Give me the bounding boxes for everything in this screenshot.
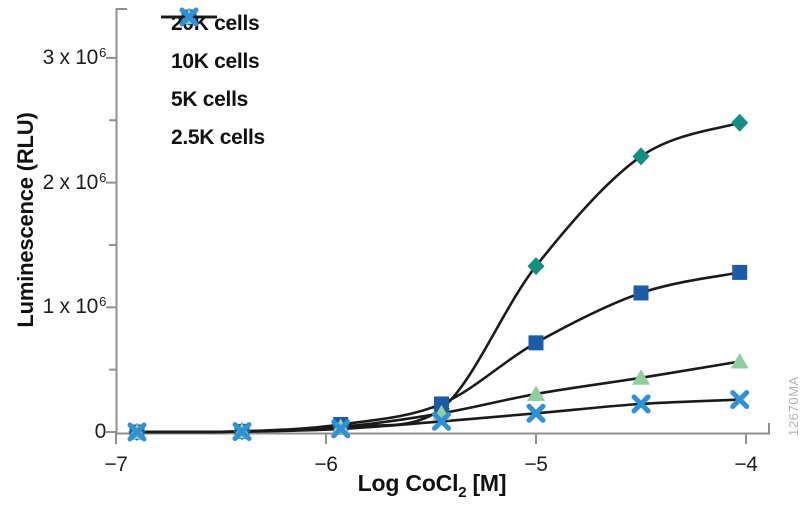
- x-marker-icon: [127, 422, 147, 442]
- series-markers-2-5k-cells: [127, 390, 750, 442]
- triangle-marker-icon: [527, 385, 545, 401]
- x-marker-icon: [331, 419, 351, 439]
- diamond-marker-icon: [527, 257, 545, 276]
- y-tick-label-exponent: 6: [99, 169, 106, 185]
- diamond-marker-icon: [632, 147, 650, 166]
- y-tick-label-exponent: 6: [99, 44, 106, 60]
- y-tick-label: 1 x 106: [8, 294, 107, 322]
- x-axis-title-text: Log CoCl: [357, 470, 459, 496]
- x-tick-label: −6: [314, 453, 338, 476]
- x-axis-title: Log CoCl2 [M]: [280, 470, 584, 501]
- diamond-marker-icon: [731, 113, 749, 132]
- y-tick-label-base: 0: [94, 420, 107, 443]
- x-tick-label: −4: [734, 453, 758, 476]
- legend: 20K cells 10K cells 5K cells 2.5K cells: [160, 5, 265, 157]
- x-axis-title-subscript: 2: [458, 484, 467, 501]
- x-marker-icon: [232, 422, 252, 442]
- y-tick-label: 2 x 106: [8, 169, 107, 198]
- legend-label: 2.5K cells: [171, 126, 265, 149]
- square-marker-icon: [633, 285, 649, 301]
- square-marker-icon: [732, 264, 748, 280]
- square-marker-icon: [528, 335, 544, 351]
- y-tick-label-base: 2 x 10: [42, 170, 99, 194]
- legend-label: 5K cells: [171, 88, 248, 111]
- figure-id-watermark: 12670MA: [785, 376, 800, 436]
- square-marker-icon: [434, 396, 449, 412]
- x-axis-title-units: [M]: [472, 470, 507, 496]
- x-marker-icon: [432, 411, 451, 431]
- x-marker-icon: [179, 7, 199, 27]
- y-tick-label-base: 1 x 10: [42, 295, 99, 319]
- x-marker-icon: [730, 390, 750, 410]
- x-tick-label: −5: [524, 453, 548, 476]
- legend-label: 10K cells: [171, 50, 260, 73]
- legend-item-2-5k-cells: 2.5K cells: [160, 7, 265, 157]
- triangle-marker-icon: [632, 369, 650, 385]
- legend-item-5k-cells: 5K cells: [160, 8, 265, 119]
- y-tick-label-exponent: 6: [99, 294, 106, 310]
- x-tick-label: −7: [104, 453, 128, 476]
- x-marker-icon: [631, 394, 651, 414]
- x-marker-icon: [526, 403, 546, 423]
- triangle-marker-icon: [730, 353, 749, 369]
- y-tick-label: 3 x 106: [8, 44, 107, 73]
- y-tick-label: 0: [8, 419, 107, 445]
- legend-swatch: [161, 7, 217, 27]
- legend-item-10k-cells: 10K cells: [160, 9, 265, 81]
- y-tick-label-base: 3 x 10: [42, 45, 99, 69]
